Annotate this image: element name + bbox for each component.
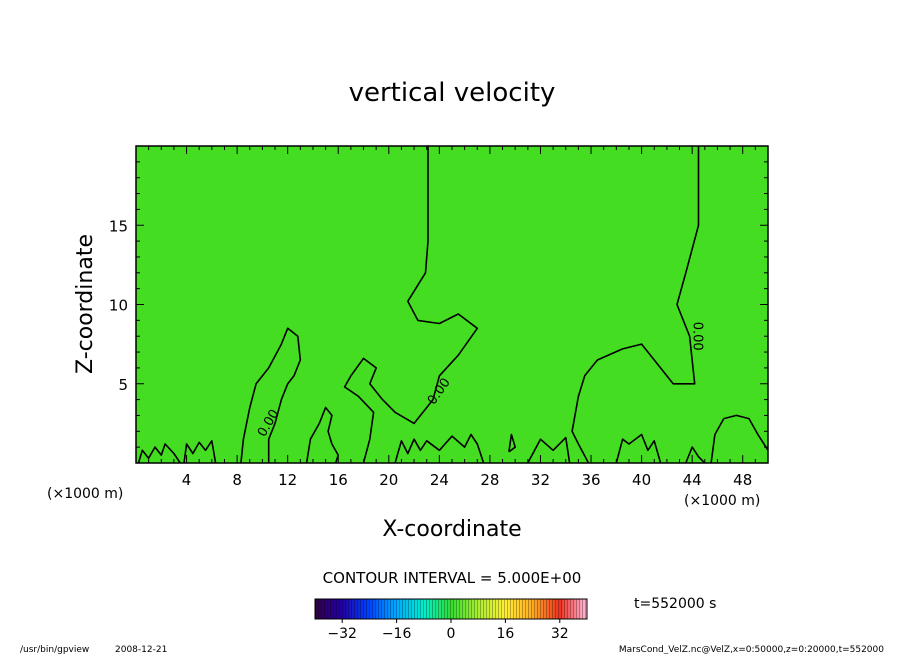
- y-axis-label: Z-coordinate: [73, 234, 98, 374]
- colorbar-tick-label: −32: [327, 626, 357, 642]
- colorbar-stripes: [315, 599, 587, 619]
- y-tick-label: 10: [109, 297, 128, 315]
- colorbar-tick-label: 16: [496, 626, 514, 642]
- footer-date: 2008-12-21: [115, 645, 167, 654]
- x-tick-label: 4: [182, 471, 192, 489]
- x-tick-label: 48: [733, 471, 752, 489]
- x-tick-label: 8: [232, 471, 242, 489]
- contour-line: [685, 446, 706, 464]
- x-tick-label: 12: [278, 471, 297, 489]
- velocity-field: [136, 146, 768, 463]
- colorbar-tick-label: 32: [551, 626, 569, 642]
- x-unit-right: (×1000 m): [684, 493, 760, 509]
- contour-line: [343, 146, 479, 464]
- y-tick-label: 15: [109, 217, 128, 235]
- contour-line: [240, 327, 302, 464]
- y-axis-ticks: 5 10 15: [109, 161, 768, 448]
- contour-line: [305, 406, 339, 464]
- contour-line: [137, 443, 181, 464]
- x-unit-left: (×1000 m): [47, 486, 123, 502]
- chart-title: vertical velocity: [349, 78, 556, 108]
- footer-source: MarsCond_VelZ.nc@VelZ,x=0:50000,z=0:2000…: [619, 645, 884, 654]
- contour-line: [615, 433, 662, 464]
- x-axis-label: X-coordinate: [382, 517, 521, 542]
- x-tick-label: 40: [632, 471, 651, 489]
- x-tick-label: 32: [531, 471, 550, 489]
- x-tick-label: 28: [480, 471, 499, 489]
- plot-area: 0.000.000.00 4 8 12 16 20 24 28 32 36 40 44 48 5101…: [109, 145, 769, 489]
- x-tick-label: 44: [683, 471, 702, 489]
- contour-line: [394, 433, 485, 464]
- x-tick-label: 24: [430, 471, 449, 489]
- contour-line: [527, 436, 571, 464]
- contour-interval: CONTOUR INTERVAL = 5.000E+00: [323, 569, 582, 587]
- time-label: t=552000 s: [634, 596, 716, 612]
- contour-line: [508, 433, 516, 453]
- colorbar-tick-label: 0: [447, 626, 456, 642]
- footer-program: /usr/bin/gpview: [20, 645, 89, 654]
- contour-label: 0.00: [690, 322, 705, 351]
- x-tick-label: 16: [329, 471, 348, 489]
- x-tick-label: 20: [379, 471, 398, 489]
- x-tick-label: 36: [581, 471, 600, 489]
- colorbar: −32 −16 0 16 32: [314, 598, 588, 642]
- colorbar-ticks: −32 −16 0 16 32: [327, 619, 569, 642]
- x-axis-ticks: 4 8 12 16 20 24 28 32 36 40 44 48: [148, 146, 756, 489]
- contour-line: [710, 414, 769, 464]
- contour-line: [571, 146, 700, 464]
- contour-line: [183, 440, 217, 464]
- y-tick-label: 5: [118, 376, 128, 394]
- contour-lines: [137, 146, 769, 464]
- colorbar-tick-label: −16: [382, 626, 412, 642]
